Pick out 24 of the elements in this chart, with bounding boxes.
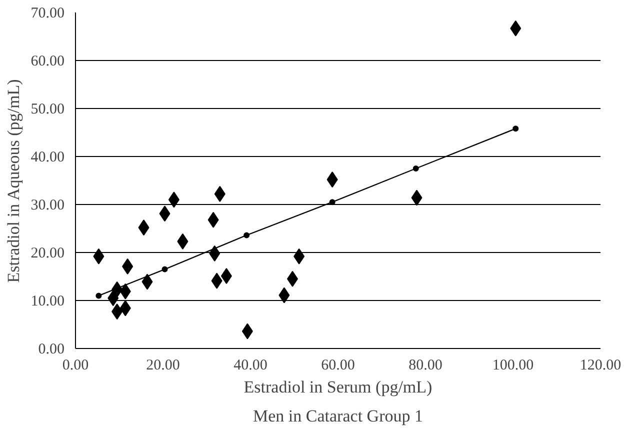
point xyxy=(412,166,419,172)
x-tick-label: 100.00 xyxy=(492,358,534,374)
x-tick-label: 20.00 xyxy=(146,358,180,374)
x-tick-label: 120.00 xyxy=(580,358,622,374)
point xyxy=(512,126,519,132)
point xyxy=(244,232,250,238)
x-tick-label: 80.00 xyxy=(408,358,442,374)
y-tick-label: 60.00 xyxy=(30,54,64,70)
y-axis-title: Estradiol in Aqueous (pg/mL) xyxy=(4,79,23,283)
text: Men in Cataract Group 1 xyxy=(253,406,423,426)
x-tick-label: 40.00 xyxy=(234,358,268,374)
y-tick-label: 10.00 xyxy=(30,294,64,310)
y-tick-label: 20.00 xyxy=(30,246,64,262)
point xyxy=(329,199,336,206)
y-tick-label: 40.00 xyxy=(30,150,64,166)
y-tick-label: 0.00 xyxy=(38,342,64,358)
x-axis-title: Estradiol in Serum (pg/mL) xyxy=(244,378,432,396)
y-tick-label: 50.00 xyxy=(30,102,64,118)
x-tick-label: 60.00 xyxy=(321,358,355,374)
point xyxy=(162,266,168,272)
y-tick-label: 30.00 xyxy=(30,198,64,214)
point xyxy=(96,292,102,299)
x-tick-label: 0.00 xyxy=(62,358,89,374)
y-tick-label: 70.00 xyxy=(30,6,64,22)
